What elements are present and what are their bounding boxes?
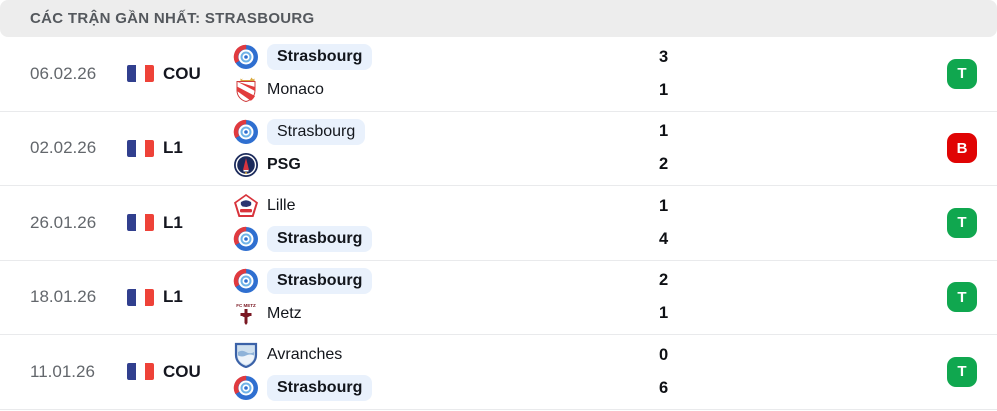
team-score: 4 [659, 229, 669, 248]
team-name: Avranches [267, 346, 343, 364]
team-score: 2 [659, 155, 669, 174]
section-header: CÁC TRẬN GẦN NHẤT: STRASBOURG [0, 0, 997, 37]
competition-label: L1 [163, 138, 183, 158]
team-name: Strasbourg [267, 267, 373, 294]
avranches-logo-icon [233, 342, 259, 369]
competition-label: COU [163, 361, 201, 381]
team-score: 1 [659, 80, 669, 99]
strasbourg-logo-icon [233, 268, 259, 294]
result-badge: T [947, 207, 977, 238]
competition-label: L1 [163, 212, 183, 232]
psg-logo-icon [233, 152, 259, 178]
team-name: Strasbourg [267, 375, 373, 402]
team-name: Strasbourg [267, 44, 373, 71]
france-flag-icon [127, 214, 154, 232]
match-row-5[interactable]: 11.01.26 COU Avranches 0 Strasbourg 6 T [0, 335, 997, 410]
france-flag-icon [127, 139, 154, 157]
team-score: 2 [659, 271, 669, 290]
strasbourg-logo-icon [233, 375, 259, 401]
team-score: 6 [659, 378, 669, 397]
strasbourg-logo-icon [233, 226, 259, 252]
result-badge: T [947, 356, 977, 387]
team-name: PSG [267, 155, 301, 173]
team-name: Lille [267, 197, 296, 215]
competition-label: L1 [163, 287, 183, 307]
metz-logo-icon: FC METZ [233, 301, 259, 327]
team-name: Strasbourg [267, 226, 373, 253]
competition-label: COU [163, 63, 201, 83]
match-row-3[interactable]: 26.01.26 L1 Lille 1 Strasbourg 4 T [0, 186, 997, 261]
match-row-2[interactable]: 02.02.26 L1 Strasbourg 1 PSG 2 B [0, 111, 997, 186]
strasbourg-logo-icon [233, 44, 259, 70]
team-score: 1 [659, 122, 669, 141]
monaco-logo-icon [233, 77, 259, 103]
team-score: 3 [659, 47, 669, 66]
team-name: Strasbourg [267, 118, 366, 145]
team-name: Metz [267, 304, 302, 322]
result-badge: T [947, 282, 977, 313]
result-badge: B [947, 133, 977, 164]
result-badge: T [947, 58, 977, 89]
match-date: 11.01.26 [30, 361, 95, 381]
france-flag-icon [127, 288, 154, 306]
lille-logo-icon [233, 193, 259, 219]
france-flag-icon [127, 363, 154, 381]
match-date: 26.01.26 [30, 212, 97, 232]
team-score: 0 [659, 345, 669, 364]
team-score: 1 [659, 304, 669, 323]
team-name: Monaco [267, 81, 324, 99]
match-row-1[interactable]: 06.02.26 COU Strasbourg 3 Monaco 1 T [0, 37, 997, 112]
strasbourg-logo-icon [233, 119, 259, 145]
svg-text:FC METZ: FC METZ [236, 303, 256, 308]
section-title: CÁC TRẬN GẦN NHẤT: STRASBOURG [30, 10, 315, 27]
match-row-4[interactable]: 18.01.26 L1 Strasbourg 2 FC METZ Metz 1 … [0, 260, 997, 335]
match-date: 02.02.26 [30, 138, 97, 158]
match-date: 18.01.26 [30, 287, 97, 307]
match-date: 06.02.26 [30, 63, 97, 83]
team-score: 1 [659, 196, 669, 215]
france-flag-icon [127, 65, 154, 83]
